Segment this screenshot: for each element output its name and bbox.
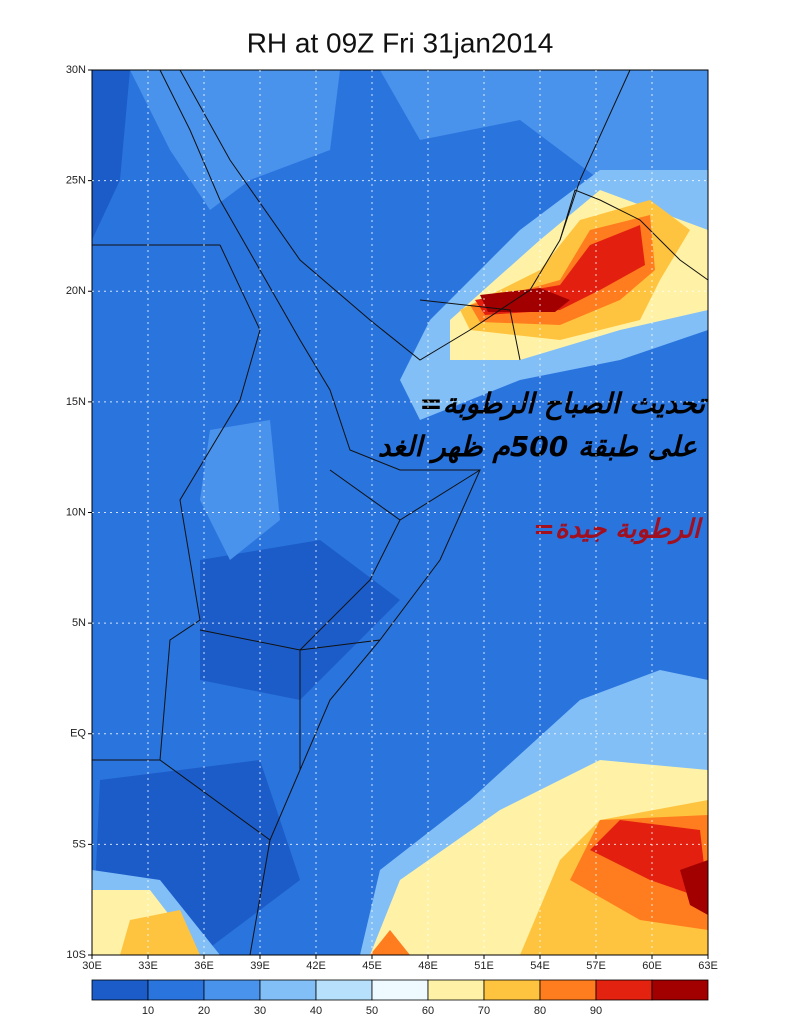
moist-field bbox=[120, 800, 708, 955]
colorbar-box bbox=[147, 979, 205, 1001]
colorbar-label: 10 bbox=[142, 1005, 154, 1017]
moist-field bbox=[480, 288, 570, 312]
lon-tick-label: 33E bbox=[138, 960, 158, 972]
lon-tick-label: 48E bbox=[418, 960, 438, 972]
colorbar-label: 50 bbox=[366, 1005, 378, 1017]
lon-tick-label: 39E bbox=[250, 960, 270, 972]
colorbar-label: 80 bbox=[534, 1005, 546, 1017]
moist-field bbox=[680, 860, 708, 915]
colorbar-label: 30 bbox=[254, 1005, 266, 1017]
colorbar-box bbox=[595, 979, 653, 1001]
lon-tick-label: 30E bbox=[82, 960, 102, 972]
colorbar-box bbox=[539, 979, 597, 1001]
lat-tick-label: 20N bbox=[66, 285, 86, 297]
lon-tick-label: 60E bbox=[642, 960, 662, 972]
lon-tick-label: 36E bbox=[194, 960, 214, 972]
lat-tick-label: 10N bbox=[66, 506, 86, 518]
colorbar-box bbox=[203, 979, 261, 1001]
annotation: =الرطوبة جيدة bbox=[533, 515, 704, 545]
colorbar-label: 20 bbox=[198, 1005, 210, 1017]
colorbar-box bbox=[427, 979, 485, 1001]
moist-field bbox=[590, 820, 708, 900]
colorbar-label: 70 bbox=[478, 1005, 490, 1017]
lat-tick-label: 15N bbox=[66, 396, 86, 408]
annotation: =تحديث الصباح الرطوبة bbox=[419, 387, 708, 421]
colorbar-box bbox=[315, 979, 373, 1001]
lon-tick-label: 57E bbox=[586, 960, 606, 972]
lon-tick-label: 63E bbox=[698, 960, 718, 972]
colorbar-box bbox=[651, 979, 709, 1001]
lat-tick-label: 5S bbox=[73, 838, 86, 850]
annotation: على طبقة 500م ظهر الغد bbox=[378, 430, 697, 464]
lat-tick-label: EQ bbox=[70, 728, 86, 740]
colorbar-box bbox=[483, 979, 541, 1001]
colorbar-label: 60 bbox=[422, 1005, 434, 1017]
lon-tick-label: 42E bbox=[306, 960, 326, 972]
map-field bbox=[92, 70, 708, 955]
lon-tick-label: 45E bbox=[362, 960, 382, 972]
moist-field bbox=[130, 70, 708, 560]
lat-tick-label: 5N bbox=[72, 617, 86, 629]
colorbar-box bbox=[259, 979, 317, 1001]
lat-tick-label: 30N bbox=[66, 64, 86, 76]
lon-tick-label: 54E bbox=[530, 960, 550, 972]
dry-field bbox=[92, 70, 400, 955]
colorbar-box bbox=[371, 979, 429, 1001]
lat-tick-label: 10S bbox=[66, 949, 86, 961]
lon-tick-label: 51E bbox=[474, 960, 494, 972]
colorbar-label: 40 bbox=[310, 1005, 322, 1017]
coastlines bbox=[92, 69, 709, 956]
colorbar-label: 90 bbox=[590, 1005, 602, 1017]
lat-tick-label: 25N bbox=[66, 175, 86, 187]
colorbar-box bbox=[91, 979, 149, 1001]
map-title: RH at 09Z Fri 31jan2014 bbox=[247, 27, 554, 58]
